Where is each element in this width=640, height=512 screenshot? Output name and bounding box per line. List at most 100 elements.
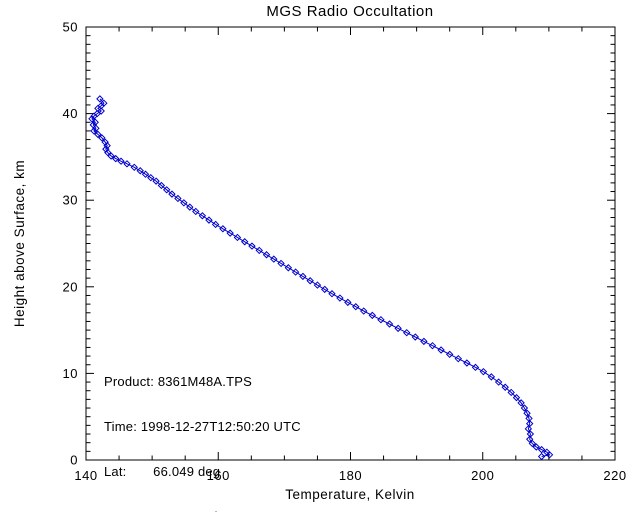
data-point-marker <box>123 160 131 168</box>
annotation-lat: Lat: 66.049 deg <box>104 464 221 479</box>
data-point-marker <box>168 190 176 198</box>
data-point-marker <box>428 341 437 350</box>
data-point-marker <box>248 242 256 250</box>
data-point-marker <box>479 367 488 376</box>
data-point-marker <box>107 152 115 160</box>
data-point-marker <box>277 259 285 268</box>
y-tick-label: 30 <box>63 193 78 208</box>
data-point-marker <box>240 238 249 246</box>
data-point-marker <box>494 378 503 386</box>
y-tick-label: 10 <box>63 366 78 381</box>
data-point-marker <box>445 350 454 359</box>
data-point-marker <box>517 399 525 407</box>
data-point-marker <box>520 404 529 412</box>
data-point-marker <box>174 194 182 203</box>
data-point-marker <box>152 177 160 185</box>
annotation-block: Product: 8361M48A.TPS Time: 1998-12-27T1… <box>104 344 301 512</box>
data-point-marker <box>88 115 96 123</box>
y-tick-label: 50 <box>63 20 78 35</box>
data-line <box>91 98 551 457</box>
data-point-marker <box>545 451 554 459</box>
annotation-product: Product: 8361M48A.TPS <box>104 374 252 389</box>
x-tick-label: 220 <box>603 468 626 483</box>
data-point-marker <box>420 337 428 346</box>
x-tick-label: 160 <box>207 468 230 483</box>
x-axis-label: Temperature, Kelvin <box>285 487 415 502</box>
data-point-marker <box>94 130 102 139</box>
annotation-elon: E Lon: 215.749 deg <box>104 509 301 512</box>
data-point-marker <box>192 207 200 216</box>
data-point-marker <box>93 109 101 118</box>
x-tick-label: 180 <box>339 468 362 483</box>
data-point-marker <box>299 272 307 281</box>
data-point-marker <box>344 298 352 307</box>
data-point-marker <box>528 439 537 448</box>
data-point-marker <box>471 363 480 372</box>
data-point-marker <box>402 328 411 337</box>
data-point-marker <box>233 233 242 242</box>
data-point-marker <box>262 251 271 259</box>
data-point-marker <box>147 173 155 182</box>
data-point-marker <box>112 154 120 163</box>
data-point-marker <box>270 255 278 263</box>
data-point-marker <box>103 141 111 150</box>
data-point-marker <box>291 268 300 276</box>
data-point-marker <box>487 373 496 381</box>
data-point-marker <box>130 163 138 171</box>
data-point-marker <box>501 383 509 391</box>
data-point-marker <box>437 346 445 354</box>
x-tick-label: 200 <box>471 468 494 483</box>
data-point-marker <box>136 167 144 175</box>
data-point-marker <box>141 170 150 178</box>
data-point-marker <box>162 186 171 194</box>
data-point-marker <box>368 311 377 320</box>
data-point-marker <box>96 95 104 103</box>
data-point-marker <box>284 264 293 272</box>
y-tick-label: 40 <box>63 106 78 121</box>
annotation-time: Time: 1998-12-27T12:50:20 UTC <box>104 419 301 434</box>
data-point-marker <box>377 316 385 324</box>
data-point-marker <box>211 220 220 229</box>
y-tick-label: 0 <box>70 453 78 468</box>
data-point-marker <box>463 359 471 367</box>
data-point-marker <box>313 281 322 289</box>
data-point-marker <box>226 229 234 237</box>
data-point-marker <box>523 409 531 417</box>
data-point-marker <box>306 277 314 285</box>
data-point-marker <box>219 225 227 233</box>
data-point-marker <box>532 443 541 451</box>
data-point-marker <box>198 212 207 220</box>
y-tick-label: 20 <box>63 279 78 294</box>
data-series <box>88 95 554 461</box>
data-point-marker <box>157 181 166 190</box>
data-point-marker <box>352 303 360 311</box>
data-point-marker <box>186 203 194 211</box>
x-tick-label: 140 <box>74 468 97 483</box>
data-point-marker <box>255 246 263 255</box>
data-point-marker <box>411 333 420 341</box>
data-point-marker <box>525 435 534 443</box>
data-point-marker <box>454 354 462 363</box>
data-point-marker <box>537 445 546 454</box>
data-point-marker <box>394 324 402 333</box>
data-point-marker <box>537 452 546 461</box>
data-point-marker <box>98 134 106 142</box>
data-point-marker <box>205 216 213 224</box>
data-point-marker <box>524 425 533 433</box>
data-point-marker <box>321 285 329 294</box>
data-point-marker <box>507 388 515 397</box>
data-point-marker <box>104 148 112 157</box>
chart-title: MGS Radio Occultation <box>266 3 433 20</box>
data-point-marker <box>97 107 105 115</box>
y-axis-label: Height above Surface, km <box>12 160 27 327</box>
data-point-marker <box>328 290 336 298</box>
data-point-marker <box>90 127 98 135</box>
data-point-marker <box>117 157 125 165</box>
axis-tick-labels: 140 160 180 200 220 0 10 20 30 40 50 <box>63 20 627 484</box>
axis-ticks <box>85 26 616 461</box>
data-point-marker <box>97 102 105 110</box>
data-point-marker <box>180 199 188 207</box>
data-point-marker <box>385 320 394 328</box>
